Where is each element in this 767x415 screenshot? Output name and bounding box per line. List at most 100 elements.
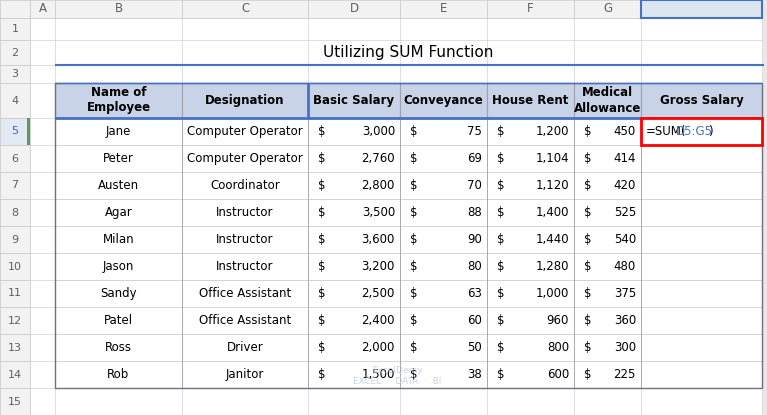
Text: 225: 225 (614, 368, 636, 381)
Bar (30, 83, 55, 118)
Text: Jason: Jason (103, 260, 134, 273)
Bar (400, 388, 487, 415)
Text: $: $ (497, 287, 505, 300)
Text: $: $ (584, 152, 591, 165)
Text: $: $ (410, 206, 417, 219)
Bar (641, 145, 762, 172)
Bar (641, 83, 762, 118)
Text: $: $ (584, 341, 591, 354)
Bar (182, 199, 308, 226)
Bar (308, 145, 400, 172)
Bar (308, 40, 400, 65)
Bar (574, 18, 641, 40)
Bar (55, 253, 182, 280)
Text: 360: 360 (614, 314, 636, 327)
Bar (400, 307, 487, 334)
Text: Office Assistant: Office Assistant (199, 287, 291, 300)
Text: $: $ (497, 260, 505, 273)
Text: A: A (38, 2, 47, 15)
Bar (641, 40, 762, 65)
Text: Medical
Allowance: Medical Allowance (574, 86, 641, 115)
Bar (0, 307, 30, 334)
Text: G: G (603, 2, 612, 15)
Text: $: $ (318, 233, 325, 246)
Bar (308, 18, 400, 40)
Text: 600: 600 (547, 368, 569, 381)
Bar (641, 253, 762, 280)
Bar (182, 118, 308, 145)
Bar (55, 83, 762, 388)
Bar (400, 83, 487, 118)
Bar (400, 40, 487, 65)
Text: Basic Salary: Basic Salary (314, 94, 394, 107)
Bar (574, 145, 641, 172)
Bar (574, 388, 641, 415)
Text: $: $ (584, 179, 591, 192)
Text: Rob: Rob (107, 368, 130, 381)
Text: Jane: Jane (106, 125, 131, 138)
Text: 1: 1 (12, 24, 18, 34)
Text: C: C (241, 2, 249, 15)
Bar (55, 83, 182, 118)
Text: 1,440: 1,440 (535, 233, 569, 246)
Text: Instructor: Instructor (216, 260, 274, 273)
Bar (641, 18, 762, 40)
Bar (574, 307, 641, 334)
Text: $: $ (584, 206, 591, 219)
Bar (400, 65, 487, 83)
Bar (641, 0, 762, 18)
Bar (308, 307, 400, 334)
Text: Conveyance: Conveyance (403, 94, 483, 107)
Bar (641, 199, 762, 226)
Bar (308, 65, 400, 83)
Text: $: $ (318, 179, 325, 192)
Text: H: H (696, 2, 706, 15)
Bar (308, 253, 400, 280)
Bar (400, 145, 487, 172)
Bar (308, 0, 400, 18)
Text: $: $ (318, 152, 325, 165)
Text: 4: 4 (12, 95, 18, 105)
Text: 2: 2 (12, 47, 18, 58)
Text: Name of
Employee: Name of Employee (87, 86, 150, 115)
Bar (574, 361, 641, 388)
Bar (55, 172, 182, 199)
Bar (55, 83, 182, 118)
Bar (487, 361, 574, 388)
Bar (55, 18, 182, 40)
Bar (641, 307, 762, 334)
Text: $: $ (410, 152, 417, 165)
Text: 1,400: 1,400 (535, 206, 569, 219)
Text: B: B (114, 2, 123, 15)
Bar (574, 118, 641, 145)
Text: =SUM(: =SUM( (646, 125, 686, 138)
Text: $: $ (410, 125, 417, 138)
Bar (27, 118, 30, 145)
Text: Sandy: Sandy (100, 287, 137, 300)
Bar (400, 199, 487, 226)
Bar (182, 388, 308, 415)
Text: 1,000: 1,000 (535, 287, 569, 300)
Bar (641, 388, 762, 415)
Text: $: $ (497, 341, 505, 354)
Text: 90: 90 (467, 233, 482, 246)
Bar (487, 307, 574, 334)
Text: Driver: Driver (226, 341, 263, 354)
Text: Instructor: Instructor (216, 206, 274, 219)
Text: E: E (439, 2, 447, 15)
Text: Gross Salary: Gross Salary (660, 94, 743, 107)
Text: $: $ (410, 287, 417, 300)
Text: $: $ (584, 314, 591, 327)
Bar (400, 83, 487, 118)
Text: D: D (350, 2, 358, 15)
Text: 75: 75 (467, 125, 482, 138)
Bar (308, 361, 400, 388)
Text: 10: 10 (8, 261, 22, 271)
Bar (487, 172, 574, 199)
Bar (55, 334, 182, 361)
Bar (487, 83, 574, 118)
Text: 2,500: 2,500 (361, 287, 395, 300)
Bar (0, 361, 30, 388)
Bar (641, 280, 762, 307)
Text: Peter: Peter (103, 152, 134, 165)
